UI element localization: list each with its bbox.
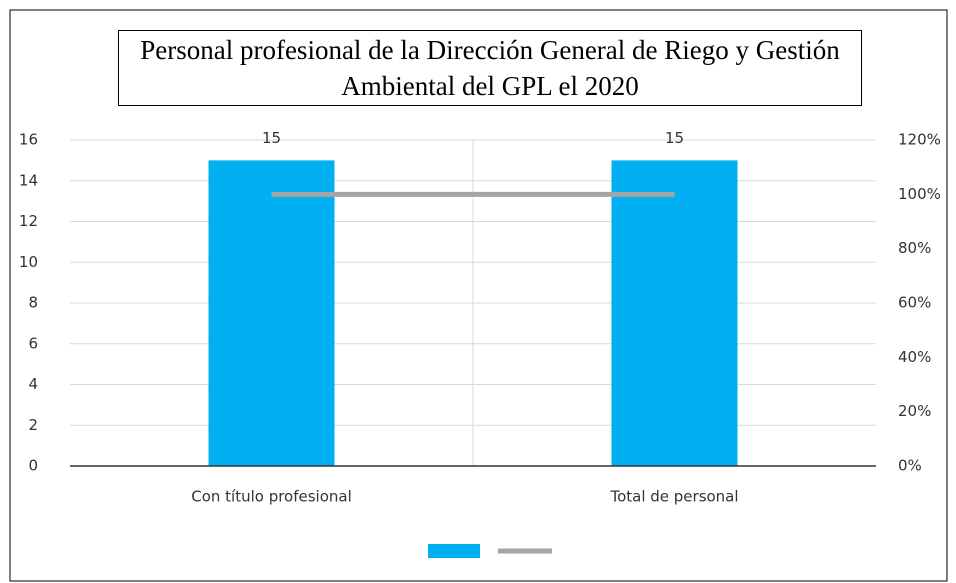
x-tick-label: Total de personal: [609, 488, 738, 506]
y2-tick-label: 100%: [898, 185, 941, 203]
y-tick-label: 6: [28, 334, 38, 352]
chart-title: Personal profesional de la Dirección Gen…: [118, 30, 862, 106]
data-label: 15: [665, 129, 684, 147]
bar: [208, 160, 335, 466]
y2-tick-label: 120%: [898, 131, 941, 149]
y2-tick-label: 60%: [898, 294, 931, 312]
y2-tick-label: 20%: [898, 402, 931, 420]
y-tick-label: 2: [28, 416, 38, 434]
y2-tick-label: 80%: [898, 239, 931, 257]
x-tick-label: Con título profesional: [191, 488, 352, 506]
y-tick-label: 4: [28, 375, 38, 393]
y2-tick-label: 40%: [898, 348, 931, 366]
y-tick-label: 10: [19, 253, 38, 271]
y-tick-label: 0: [28, 457, 38, 475]
legend-swatch: [428, 544, 480, 558]
data-label: 15: [262, 129, 281, 147]
bar: [611, 160, 738, 466]
y-tick-label: 16: [19, 131, 38, 149]
y-tick-label: 14: [19, 171, 38, 189]
y-tick-label: 8: [28, 294, 38, 312]
y-tick-label: 12: [19, 212, 38, 230]
y2-tick-label: 0%: [898, 457, 922, 475]
